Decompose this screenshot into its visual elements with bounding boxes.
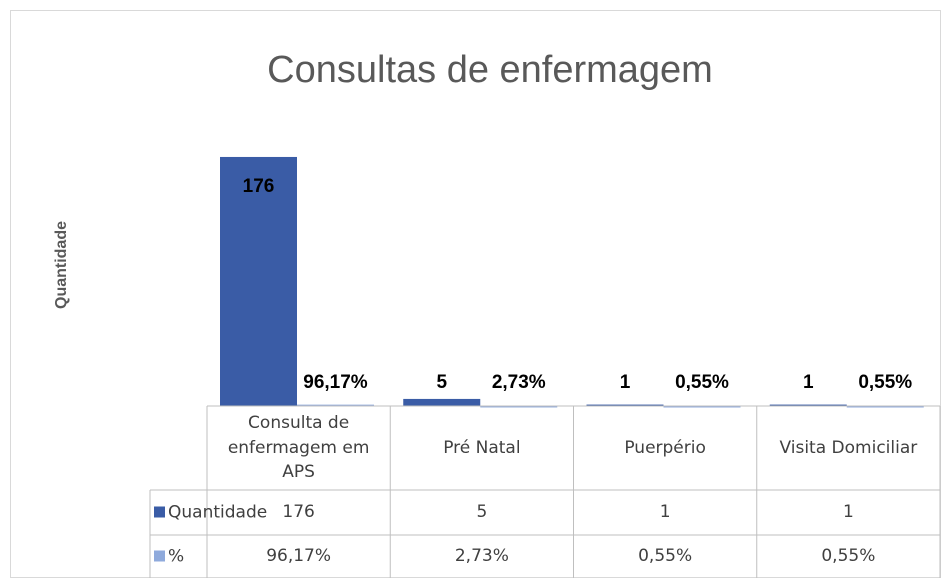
table-value-cell: 0,55% — [821, 546, 876, 567]
category-label: Consulta de enfermagem em APS — [227, 413, 370, 483]
bar — [220, 156, 297, 406]
legend-key — [154, 506, 165, 518]
category-label-cell: Visita Domiciliar — [779, 437, 918, 458]
y-axis-label: Quantidade — [53, 221, 70, 309]
bar — [663, 405, 741, 408]
table-value: 176 — [282, 502, 315, 523]
bar — [769, 404, 847, 407]
data-label: 176 — [243, 176, 275, 197]
bar — [586, 404, 664, 407]
data-label: 5 — [436, 372, 447, 393]
data-label: 2,73% — [492, 372, 546, 393]
table-value: 1 — [842, 502, 854, 523]
chart-border — [10, 10, 941, 578]
table-value: 1 — [659, 502, 671, 523]
category-label-cell: Consulta de enfermagem em APS — [227, 413, 370, 483]
category-label: Pré Natal — [443, 437, 521, 458]
legend-key — [154, 550, 165, 562]
table-value-cell: 5 — [476, 502, 488, 523]
legend-label: % — [168, 547, 184, 567]
bar — [297, 404, 374, 407]
table-value-cell: 0,55% — [638, 546, 693, 567]
data-label: 1 — [620, 372, 631, 393]
legend-label: Quantidade — [168, 503, 267, 523]
table-value: 2,73% — [454, 546, 509, 567]
bar — [846, 405, 924, 408]
category-label-cell: Puerpério — [624, 437, 706, 458]
table-value: 96,17% — [266, 546, 332, 567]
table-value-cell: 2,73% — [454, 546, 509, 567]
data-label: 96,17% — [303, 372, 368, 393]
category-label: Visita Domiciliar — [779, 437, 918, 458]
data-label: 0,55% — [675, 372, 729, 393]
table-value-cell: 176 — [282, 502, 315, 523]
category-label: Puerpério — [624, 437, 706, 458]
table-value: 0,55% — [638, 546, 693, 567]
chart-title: Consultas de enfermagem — [267, 49, 713, 91]
data-label: 1 — [803, 372, 814, 393]
table-value-cell: 1 — [842, 502, 854, 523]
data-label: 0,55% — [858, 372, 912, 393]
table-value: 5 — [476, 502, 488, 523]
table-value-cell: 96,17% — [266, 546, 332, 567]
table-value: 0,55% — [821, 546, 876, 567]
table-value-cell: 1 — [659, 502, 671, 523]
bar — [403, 398, 481, 406]
category-label-cell: Pré Natal — [443, 437, 521, 458]
bar — [480, 405, 558, 408]
